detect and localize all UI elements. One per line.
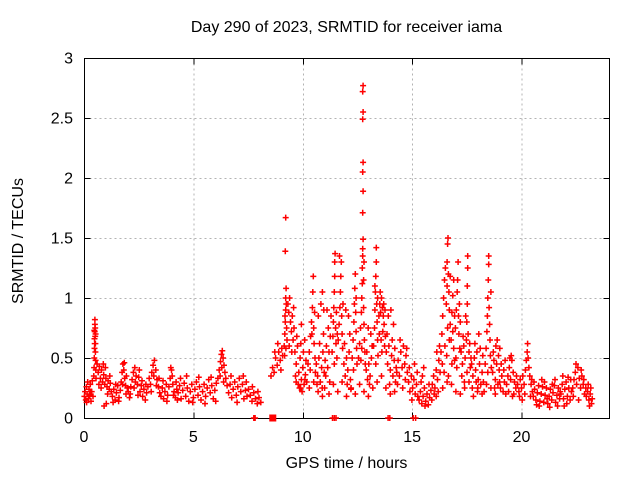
y-tick-labels: 0 0.5 1 1.5 2 2.5 3	[51, 51, 73, 428]
scatter-points	[81, 82, 596, 421]
y-tick-label: 0	[64, 411, 73, 428]
chart-title: Day 290 of 2023, SRMTID for receiver iam…	[190, 19, 503, 36]
axis-ticks	[84, 58, 610, 419]
y-tick-label: 3	[64, 51, 73, 68]
y-tick-label: 1.5	[51, 231, 73, 248]
square-marker	[269, 414, 277, 422]
x-tick-label: 0	[80, 429, 89, 446]
y-tick-label: 1	[64, 291, 73, 308]
x-axis-label: GPS time / hours	[285, 455, 408, 472]
x-tick-label: 15	[403, 429, 421, 446]
x-tick-label: 20	[513, 429, 531, 446]
x-tick-labels: 0 5 10 15 20	[80, 429, 531, 446]
y-tick-label: 2.5	[51, 111, 73, 128]
y-tick-label: 2	[64, 171, 73, 188]
grid-lines	[84, 58, 610, 419]
x-tick-label: 5	[189, 429, 198, 446]
zero-cluster-square	[269, 414, 277, 422]
y-axis-label: SRMTID / TECUs	[10, 178, 27, 304]
x-tick-label: 10	[294, 429, 312, 446]
y-tick-label: 0.5	[51, 351, 73, 368]
